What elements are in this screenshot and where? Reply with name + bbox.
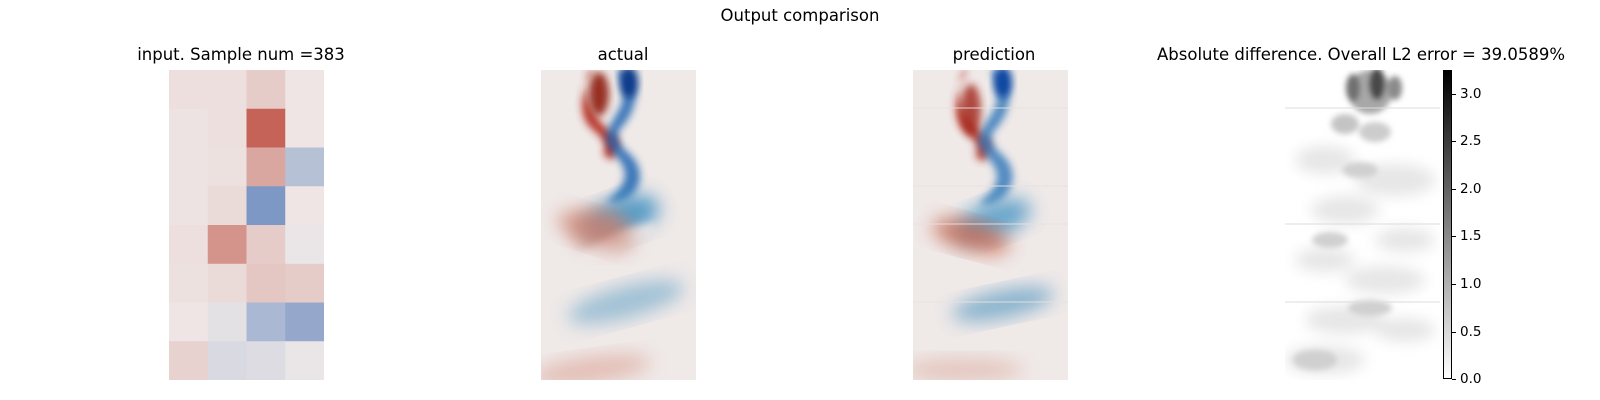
panel-title-prediction: prediction: [952, 45, 1036, 64]
input-cell-r0-c1: [207, 70, 247, 110]
input-cell-r2-c3: [285, 147, 324, 187]
input-cell-r6-c0: [169, 302, 209, 342]
actual-field-plot: [541, 70, 696, 380]
prediction-block-seams: [913, 107, 1068, 303]
input-cell-r4-c3: [285, 225, 324, 265]
input-cell-r3-c2: [246, 186, 286, 226]
input-cell-r2-c1: [207, 147, 247, 187]
prediction-field-plot: [913, 70, 1068, 380]
colorbar-tick-label: 0.0: [1460, 371, 1482, 387]
input-cell-r3-c0: [169, 186, 209, 226]
panel-title-difference: Absolute difference. Overall L2 error = …: [1157, 45, 1565, 64]
colorbar-ticks: 0.0 0.5 1.0 1.5 2.0 2.5 3.0: [1452, 70, 1512, 387]
actual-blue-vortex-top: [606, 70, 640, 203]
panel-title-input: input. Sample num =383: [137, 45, 345, 64]
colorbar-tick: 3.0: [1452, 86, 1512, 102]
input-cell-r1-c1: [207, 108, 247, 148]
colorbar-tick-label: 2.0: [1460, 180, 1482, 197]
colorbar-tick-label: 1.0: [1460, 275, 1482, 292]
colorbar-tick: 1.5: [1452, 228, 1512, 244]
input-cell-r0-c0: [169, 70, 209, 110]
colorbar-tick-label: 3.0: [1460, 85, 1482, 102]
input-cell-r3-c1: [207, 186, 247, 226]
colorbar-tick-mark: [1452, 93, 1456, 95]
actual-blue-lobe-5: [567, 280, 685, 324]
input-cell-r2-c2: [246, 147, 286, 187]
colorbar-tick-label: 0.5: [1460, 323, 1482, 340]
input-cell-r5-c2: [246, 263, 286, 303]
actual-red-core: [589, 72, 609, 116]
colorbar-tick: 0.0: [1452, 371, 1512, 387]
input-cell-r0-c3: [285, 70, 324, 110]
difference-top-errors: [1331, 70, 1402, 142]
colorbar-tick-label: 2.5: [1460, 133, 1482, 150]
input-cell-r7-c3: [285, 341, 324, 380]
input-cell-r5-c0: [169, 263, 209, 303]
input-cell-r4-c0: [169, 225, 209, 265]
colorbar-tick-mark: [1452, 236, 1456, 238]
prediction-red-core: [961, 84, 981, 136]
colorbar-tick-mark: [1452, 283, 1456, 285]
colorbar-tick-mark: [1452, 379, 1456, 380]
difference-field-plot: [1285, 70, 1440, 380]
colorbar-tick: 1.0: [1452, 276, 1512, 292]
colorbar-tick-label: 1.5: [1460, 228, 1482, 245]
actual-dark-blue-core: [620, 70, 638, 98]
input-cell-r7-c1: [207, 341, 247, 380]
prediction-red-lobe-4: [932, 218, 1010, 254]
input-cell-r1-c3: [285, 108, 324, 148]
input-cell-r6-c1: [207, 302, 247, 342]
input-cell-r2-c0: [169, 147, 209, 187]
input-cell-r4-c2: [246, 225, 286, 265]
input-cell-r7-c2: [246, 341, 286, 380]
input-cell-r7-c0: [169, 341, 209, 380]
colorbar-tick: 0.5: [1452, 324, 1512, 340]
input-cell-r4-c1: [207, 225, 247, 265]
prediction-red-bottom: [913, 358, 1023, 380]
prediction-blue-vortex-top: [978, 70, 1013, 205]
colorbar-tick: 2.0: [1452, 181, 1512, 197]
actual-red-bottom: [541, 353, 651, 380]
difference-mid-errors: [1293, 162, 1392, 370]
colorbar: [1443, 70, 1452, 379]
actual-red-lobe-4: [557, 210, 635, 250]
panel-title-actual: actual: [597, 45, 649, 64]
prediction-dark-blue-core: [994, 70, 1012, 98]
input-cell-r5-c3: [285, 263, 324, 303]
input-cell-r0-c2: [246, 70, 286, 110]
colorbar-tick-mark: [1452, 141, 1456, 143]
input-cell-r6-c3: [285, 302, 324, 342]
colorbar-tick-mark: [1452, 188, 1456, 190]
figure-title: Output comparison: [720, 6, 880, 25]
colorbar-tick-mark: [1452, 331, 1456, 333]
prediction-blue-lobe-5: [952, 286, 1054, 322]
input-cell-r6-c2: [246, 302, 286, 342]
input-heatmap: [169, 70, 324, 380]
input-cell-r5-c1: [207, 263, 247, 303]
colorbar-tick: 2.5: [1452, 133, 1512, 149]
difference-block-seams: [1285, 107, 1440, 303]
input-cell-r3-c3: [285, 186, 324, 226]
input-cell-r1-c0: [169, 108, 209, 148]
input-cell-r1-c2: [246, 108, 286, 148]
